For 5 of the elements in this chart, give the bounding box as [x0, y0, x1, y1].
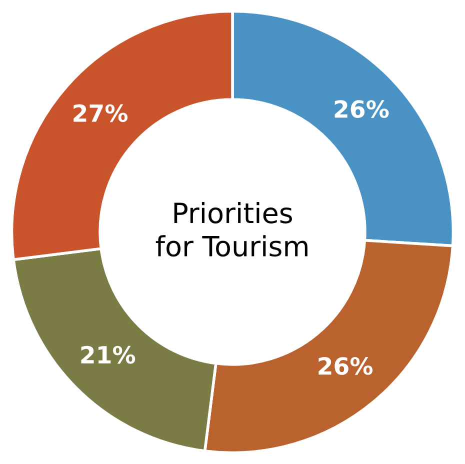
- data-label: 27%: [74, 104, 128, 122]
- data-label: 26%: [318, 357, 373, 375]
- data-label: 26%: [334, 100, 389, 118]
- text: Priorities for Tourism: [156, 202, 308, 257]
- data-label: 21%: [81, 346, 136, 364]
